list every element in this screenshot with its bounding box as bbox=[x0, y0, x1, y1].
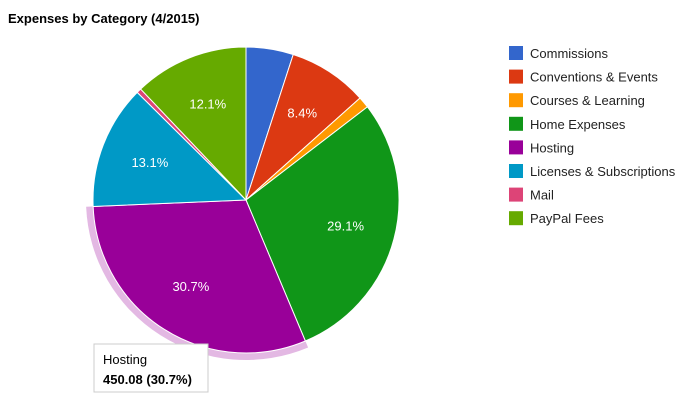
tooltip-name: Hosting bbox=[103, 352, 147, 367]
pie-slice-home-expenses[interactable] bbox=[245, 106, 400, 342]
tooltip-value: 450.08 (30.7%) bbox=[103, 372, 192, 387]
legend-swatch-licenses-and-subscriptions bbox=[509, 164, 523, 178]
legend-label-commissions: Commissions bbox=[530, 46, 609, 61]
legend-item-licenses-and-subscriptions[interactable]: Licenses & Subscriptions bbox=[509, 164, 676, 179]
legend-swatch-commissions bbox=[509, 46, 523, 60]
legend-label-licenses-and-subscriptions: Licenses & Subscriptions bbox=[530, 164, 676, 179]
legend-swatch-mail bbox=[509, 187, 523, 202]
legend-label-conventions-and-events: Conventions & Events bbox=[530, 70, 658, 85]
pie-slice-licenses-and-subscriptions[interactable] bbox=[92, 91, 248, 208]
legend-swatch-paypal-fees bbox=[509, 211, 523, 226]
legend-swatch-conventions-and-events bbox=[509, 69, 523, 84]
legend-swatch-home-expenses bbox=[509, 116, 523, 131]
pie-slice-paypal-fees[interactable] bbox=[139, 46, 247, 202]
legend-label-courses-and-learning: Courses & Learning bbox=[530, 93, 645, 108]
slice-label-conventions-and-events: 8.4% bbox=[287, 106, 317, 121]
tooltip: Hosting 450.08 (30.7%) bbox=[93, 343, 209, 393]
legend-item-home-expenses[interactable]: Home Expenses bbox=[509, 116, 626, 132]
legend-swatch-courses-and-learning bbox=[509, 93, 523, 108]
legend-item-hosting[interactable]: Hosting bbox=[509, 140, 574, 155]
legend-label-mail: Mail bbox=[530, 188, 554, 203]
legend-item-courses-and-learning[interactable]: Courses & Learning bbox=[509, 93, 645, 108]
tooltip-box bbox=[93, 343, 209, 393]
pie-slice-hosting[interactable] bbox=[92, 199, 307, 354]
legend-label-home-expenses: Home Expenses bbox=[530, 117, 626, 132]
slice-label-home-expenses: 29.1% bbox=[327, 218, 364, 233]
slice-label-licenses-and-subscriptions: 13.1% bbox=[131, 155, 168, 170]
legend-item-mail[interactable]: Mail bbox=[509, 187, 554, 203]
slice-label-paypal-fees: 12.1% bbox=[189, 96, 226, 111]
legend-swatch-hosting bbox=[509, 140, 523, 155]
legend-label-hosting: Hosting bbox=[530, 140, 574, 155]
legend-item-paypal-fees[interactable]: PayPal Fees bbox=[509, 211, 604, 226]
legend-item-conventions-and-events[interactable]: Conventions & Events bbox=[509, 69, 658, 85]
chart-title: Expenses by Category (4/2015) bbox=[8, 11, 199, 26]
slice-label-hosting: 30.7% bbox=[172, 279, 209, 294]
legend-label-paypal-fees: PayPal Fees bbox=[530, 211, 604, 226]
legend-item-commissions[interactable]: Commissions bbox=[509, 46, 609, 61]
